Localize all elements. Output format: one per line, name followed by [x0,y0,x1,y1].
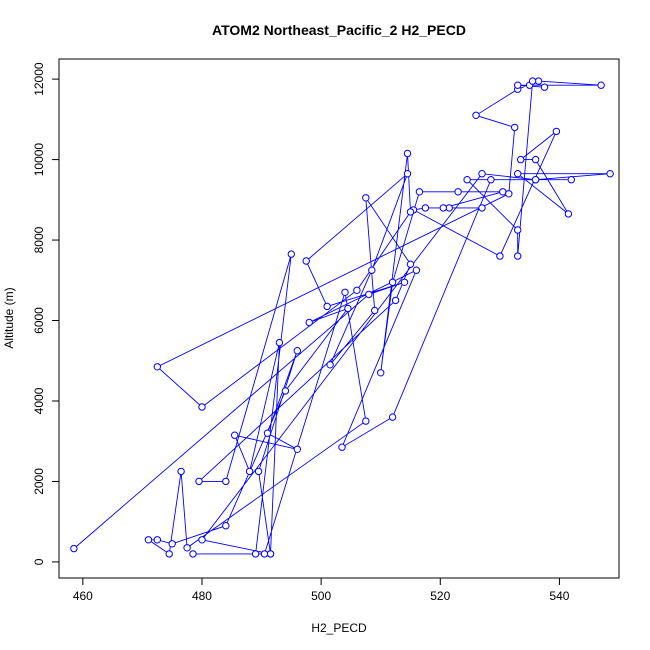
data-point [478,170,486,178]
data-point [534,77,543,85]
x-tick-label: 480 [192,589,212,603]
data-point [505,190,513,198]
data-point [415,188,424,196]
data-point [454,188,462,196]
data-point [198,536,206,544]
data-point [195,477,203,486]
data-point [511,123,519,132]
data-point [499,188,507,196]
data-point [189,550,197,558]
data-point [153,536,162,544]
data-point [540,83,549,91]
data-point [153,363,162,371]
data-point [412,266,421,274]
data-point [365,290,373,299]
data-point [377,369,385,377]
data-point [263,429,272,437]
data-point [388,413,397,421]
data-point [183,544,191,552]
data-point [281,387,290,395]
data-point [439,204,447,212]
data-point [487,176,495,184]
y-tick-label: 4000 [32,387,46,414]
data-point [165,550,173,558]
y-tick-label: 12000 [32,62,46,96]
y-tick-label: 2000 [32,468,46,495]
data-point [260,550,269,558]
data-point [344,304,352,313]
data-point [496,252,504,260]
data-point [353,286,361,294]
data-point [326,361,334,369]
data-point [478,204,486,212]
data-point [198,403,206,411]
data-point [245,467,254,476]
data-point [531,155,540,164]
data-point [514,170,522,178]
series-line [73,80,611,555]
x-tick-label: 520 [430,589,450,603]
data-point [400,278,409,286]
data-point [362,417,370,425]
data-point [514,81,522,89]
data-point [472,111,480,120]
data-point [371,306,379,315]
data-point [287,250,295,258]
data-point [463,176,471,184]
data-point [222,522,230,530]
x-tick-label: 460 [73,589,93,603]
data-point [391,296,400,305]
data-point [293,347,301,355]
plot-frame [58,58,620,579]
data-point [388,278,397,286]
data-point [406,260,415,268]
data-point [305,318,313,327]
data-point [606,170,614,178]
data-point [362,194,370,202]
data-point [368,266,376,274]
data-point [323,302,331,311]
data-point [168,540,176,548]
data-point [531,176,540,184]
data-point [403,170,412,178]
data-point [528,77,537,85]
y-tick-label: 8000 [32,226,46,253]
data-point [293,445,301,453]
y-tick-label: 6000 [32,307,46,334]
data-point [341,288,349,296]
data-point [275,338,284,347]
data-point [251,550,260,558]
data-point [338,443,346,451]
y-axis-label: Altitude (m) [2,287,16,348]
data-point [231,431,239,439]
data-point [597,81,605,89]
y-tick-label: 10000 [32,143,46,177]
data-point [222,477,230,486]
data-point [517,155,525,164]
data-point [254,467,263,476]
series-layer [70,77,614,558]
data-point [421,204,430,212]
data-point [514,226,522,234]
x-axis-label: H2_PECD [311,621,367,635]
data-point [302,257,310,265]
y-tick-label: 0 [32,558,46,565]
data-point [406,208,415,216]
x-tick-label: 540 [549,589,569,603]
data-point [177,467,185,476]
data-point [567,176,575,184]
data-point [266,550,275,558]
data-point [70,544,78,553]
data-point [552,127,561,136]
chart-title: ATOM2 Northeast_Pacific_2 H2_PECD [212,22,466,38]
x-tick-label: 500 [311,589,331,603]
data-point [514,252,522,260]
axis-layer: 460 480 500 520 540 0 2000 4000 6000 8000 10000 120… [32,62,570,603]
data-point [144,536,153,544]
data-point [403,149,412,158]
data-point [564,210,573,218]
